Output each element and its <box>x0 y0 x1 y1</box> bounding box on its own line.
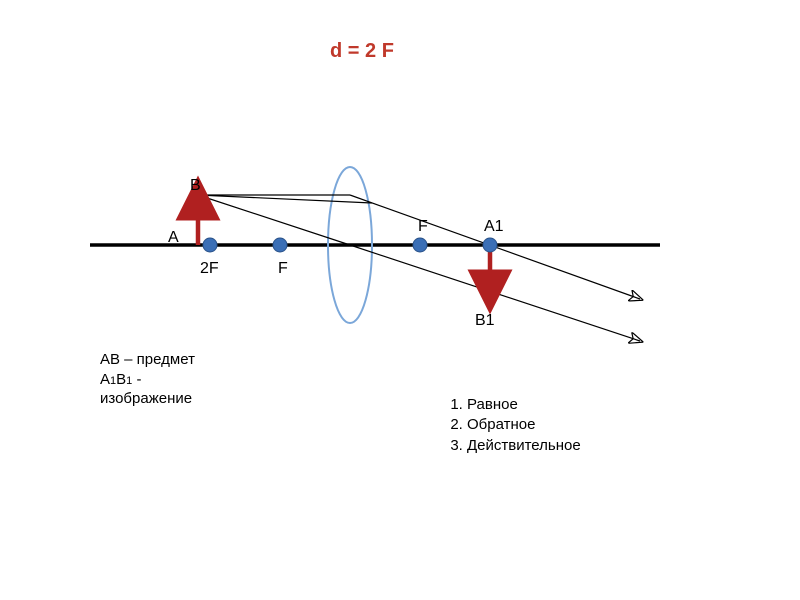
label-B: B <box>190 177 201 195</box>
legend-text: АВ – предмет А1В1 - изображение <box>100 350 195 409</box>
label-B1: B1 <box>475 312 495 330</box>
label-A: A <box>168 229 179 247</box>
rays <box>198 195 640 341</box>
label-F-left: F <box>278 260 288 278</box>
image-properties: Равное Обратное Действительное <box>445 395 581 456</box>
label-A1: A1 <box>484 218 504 236</box>
label-F-right: F <box>418 218 428 236</box>
label-2F: 2F <box>200 260 219 278</box>
optics-diagram <box>0 0 800 600</box>
